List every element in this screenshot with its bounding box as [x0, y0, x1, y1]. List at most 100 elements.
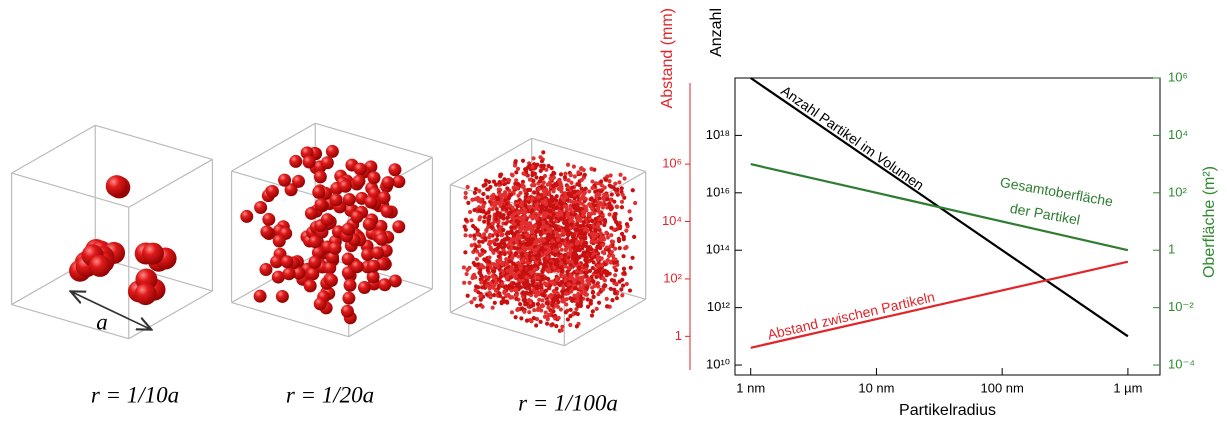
particle — [554, 227, 558, 231]
particle — [555, 277, 559, 281]
particle — [549, 227, 553, 231]
particle — [509, 247, 513, 251]
particle — [549, 216, 553, 220]
particle — [505, 202, 509, 206]
particle — [541, 213, 545, 217]
cube-edge — [12, 305, 129, 339]
particle — [505, 186, 509, 190]
particle — [587, 213, 591, 217]
particle — [550, 322, 554, 326]
particle — [613, 291, 617, 295]
particle — [534, 267, 538, 271]
particle — [495, 195, 499, 199]
particle — [563, 264, 567, 268]
particle — [556, 213, 560, 217]
particle — [464, 218, 468, 222]
particle — [553, 253, 557, 257]
particle — [576, 214, 580, 218]
particle — [273, 234, 286, 247]
particle — [603, 219, 607, 223]
particle — [613, 273, 617, 277]
particle — [618, 173, 622, 177]
particle — [513, 163, 517, 167]
figure: a r = 1/10a r = 1/20a r = 1/100a 1 nm10 … — [0, 0, 1227, 423]
particle — [326, 145, 339, 158]
particle — [498, 211, 502, 215]
particle — [479, 280, 483, 284]
particle — [512, 233, 516, 237]
particle — [544, 311, 548, 315]
particle — [592, 211, 596, 215]
particle — [604, 178, 608, 182]
particle — [473, 226, 477, 230]
particle — [556, 269, 560, 273]
particle — [292, 175, 305, 188]
particle — [488, 233, 492, 237]
y3-axis-title: Abstand (mm) — [659, 8, 676, 108]
particle — [535, 163, 539, 167]
particle — [604, 231, 608, 235]
particle — [570, 299, 574, 303]
particle — [514, 159, 518, 163]
particle — [528, 178, 532, 182]
particle — [529, 241, 533, 245]
particle — [589, 167, 593, 171]
particle — [600, 202, 604, 206]
particle — [548, 204, 552, 208]
particle — [502, 291, 506, 295]
particle — [583, 258, 587, 262]
particle — [559, 172, 563, 176]
particle — [548, 294, 552, 298]
particle — [549, 261, 553, 265]
particle — [563, 172, 567, 176]
particle — [546, 241, 550, 245]
particle — [613, 215, 617, 219]
particle — [554, 294, 558, 298]
particle — [524, 237, 528, 241]
particle — [512, 211, 516, 215]
particle — [506, 231, 510, 235]
particle — [621, 193, 625, 197]
particle — [514, 264, 518, 268]
particle — [552, 212, 556, 216]
particle — [601, 250, 605, 254]
particle — [486, 195, 490, 199]
particle — [531, 156, 535, 160]
particle — [483, 236, 487, 240]
particle — [563, 274, 567, 278]
particle — [615, 187, 619, 191]
cube-edge — [12, 125, 96, 173]
particle — [481, 265, 485, 269]
particle — [487, 180, 491, 184]
particle — [620, 200, 624, 204]
particle — [507, 259, 511, 263]
particle — [594, 240, 598, 244]
particle — [611, 240, 615, 244]
particle — [566, 233, 570, 237]
particle — [388, 163, 401, 176]
particle — [588, 203, 592, 207]
particle — [607, 212, 611, 216]
particle — [629, 266, 633, 270]
particle — [579, 186, 583, 190]
particle — [591, 309, 595, 313]
particle — [488, 295, 492, 299]
particle — [515, 219, 519, 223]
particle — [508, 283, 512, 287]
y-tick-label: 10¹⁸ — [706, 127, 730, 142]
particle — [500, 262, 504, 266]
particle — [534, 323, 538, 327]
particle — [551, 184, 555, 188]
particle — [515, 204, 519, 208]
particle — [515, 186, 519, 190]
particle — [472, 208, 476, 212]
particle — [539, 169, 543, 173]
particle — [540, 274, 544, 278]
particle — [542, 238, 546, 242]
particle — [463, 233, 467, 237]
particle — [482, 183, 486, 187]
particle — [463, 195, 467, 199]
particle — [575, 218, 579, 222]
annotation: Anzahl Partikel im Volumen — [778, 82, 927, 193]
particle — [632, 235, 636, 239]
